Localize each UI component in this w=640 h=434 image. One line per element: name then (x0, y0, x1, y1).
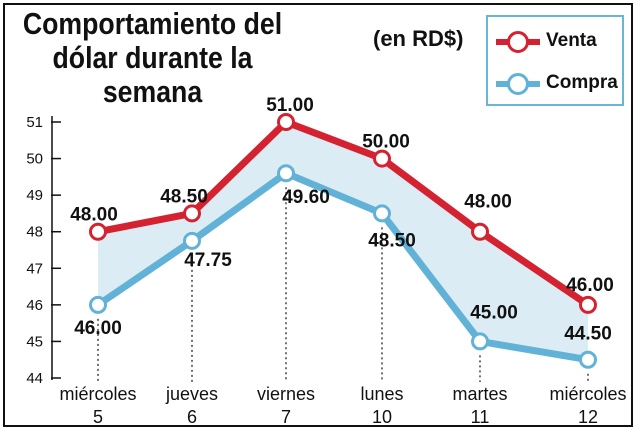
y-tick-label: 46 (26, 297, 43, 314)
data-label-venta: 51.00 (266, 95, 314, 116)
unit-label: (en RD$) (373, 26, 464, 51)
point-venta (471, 222, 489, 241)
x-tick-label-date: 10 (372, 407, 392, 427)
data-label-compra: 48.50 (368, 230, 416, 251)
y-tick-label: 48 (26, 224, 43, 241)
point-compra (471, 332, 489, 351)
chart-title-line-2: dólar durante la (52, 40, 253, 75)
y-tick-label: 50 (26, 151, 43, 168)
data-label-compra: 45.00 (470, 302, 518, 323)
legend-item-venta: Venta (488, 21, 622, 61)
chart-title-line-3: semana (102, 74, 203, 109)
data-label-compra: 49.60 (282, 187, 330, 208)
x-tick-label-day: jueves (165, 384, 218, 404)
chart-title-line-1: Comportamiento del (22, 6, 283, 41)
legend: Venta Compra (486, 15, 624, 106)
band-fill (98, 122, 588, 360)
x-tick-label-day: miércoles (59, 384, 136, 404)
x-tick-label-day: martes (452, 384, 507, 404)
x-tick-label-day: miércoles (549, 384, 626, 404)
legend-label-venta: Venta (546, 30, 597, 51)
y-tick-label: 45 (26, 333, 43, 350)
point-venta (277, 113, 295, 131)
legend-item-compra: Compra (488, 63, 622, 103)
y-tick-label: 51 (26, 114, 43, 131)
x-tick-label-date: 5 (93, 407, 103, 427)
x-tick-label-day: lunes (360, 384, 403, 404)
series-line-venta (94, 118, 592, 309)
data-label-venta: 48.00 (464, 192, 512, 213)
x-tick-label-day: viernes (257, 384, 315, 404)
point-compra (89, 295, 107, 314)
legend-marker-compra (507, 73, 529, 95)
x-tick-label-date: 12 (578, 407, 598, 427)
y-tick-label: 47 (26, 260, 43, 277)
y-tick-label: 44 (26, 370, 43, 387)
x-tick-label-date: 11 (471, 407, 490, 427)
point-venta (89, 222, 107, 241)
point-compra (183, 231, 201, 250)
series-line-compra (94, 169, 592, 364)
point-compra (579, 350, 597, 369)
point-venta (373, 149, 391, 168)
legend-marker-venta (507, 31, 529, 53)
point-venta (183, 204, 201, 223)
point-compra (277, 164, 295, 183)
y-tick-label: 49 (26, 187, 43, 204)
data-label-compra: 46.00 (74, 318, 122, 339)
data-label-venta: 50.00 (362, 132, 410, 153)
data-label-venta: 48.00 (70, 205, 118, 226)
point-compra (373, 204, 391, 223)
x-tick-label-date: 7 (281, 407, 291, 427)
x-tick-label-date: 6 (187, 407, 197, 427)
point-venta (579, 295, 597, 314)
data-label-compra: 47.75 (184, 250, 232, 271)
data-label-venta: 46.00 (566, 275, 614, 296)
legend-label-compra: Compra (546, 72, 618, 93)
data-label-compra: 44.50 (564, 324, 612, 345)
data-label-venta: 48.50 (160, 186, 208, 207)
